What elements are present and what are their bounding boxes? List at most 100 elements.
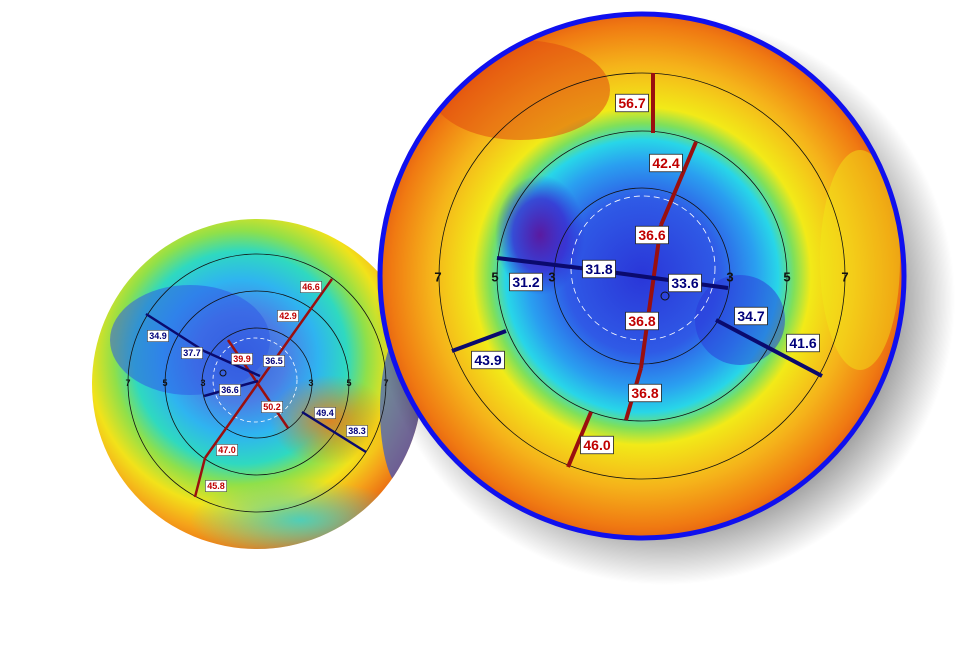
- ring-scale-label: 5: [346, 378, 351, 388]
- reading-box: [261, 401, 283, 413]
- small-meridian-line: [145, 312, 205, 353]
- thickness-reading: 36.6: [219, 384, 241, 396]
- large-map-ring-labels: 7 5 3 3 5 7: [434, 270, 848, 285]
- small-meridian-line: [193, 457, 207, 498]
- reading-value: 38.3: [348, 426, 366, 436]
- reading-value: 47.0: [218, 445, 236, 455]
- large-meridian-line: [639, 224, 663, 369]
- reading-value: 49.4: [316, 408, 334, 418]
- thickness-reading: 47.0: [216, 444, 238, 456]
- thickness-reading: 46.0: [580, 435, 614, 455]
- reading-value: 46.0: [583, 437, 610, 453]
- large-meridian-line: [496, 256, 581, 270]
- reading-value: 46.6: [302, 282, 320, 292]
- reading-box: [205, 480, 227, 492]
- reading-value: 36.8: [631, 385, 658, 401]
- ring-scale-label: 3: [548, 270, 555, 285]
- thickness-reading: 38.3: [346, 425, 368, 437]
- reading-value: 36.6: [221, 385, 239, 395]
- thickness-reading: 34.9: [147, 330, 169, 342]
- reading-value: 36.6: [638, 227, 665, 243]
- large-meridian-line: [715, 318, 823, 378]
- reading-box: [580, 435, 614, 455]
- reading-box: [216, 444, 238, 456]
- reading-box: [346, 425, 368, 437]
- reading-box: [263, 355, 285, 367]
- thickness-reading: 46.6: [300, 281, 322, 293]
- reading-box: [314, 407, 336, 419]
- large-map-center-marker: [660, 291, 670, 301]
- reading-box: [734, 306, 768, 326]
- reading-box: [628, 383, 662, 403]
- thickness-reading: 43.9: [471, 350, 505, 370]
- large-map-blobs: [430, 40, 900, 370]
- reading-box: [649, 153, 683, 173]
- ring-scale-label: 3: [200, 378, 205, 388]
- reading-box: [300, 281, 322, 293]
- reading-box: [635, 225, 669, 245]
- thickness-reading: 45.8: [205, 480, 227, 492]
- ring-scale-label: 7: [125, 378, 130, 388]
- small-meridian-line: [301, 410, 367, 454]
- ring-scale-label: 7: [841, 270, 848, 285]
- thickness-reading: 36.6: [635, 225, 669, 245]
- thickness-reading: 42.9: [277, 310, 299, 322]
- reading-value: 36.8: [628, 313, 655, 329]
- reading-value: 37.7: [183, 348, 201, 358]
- thickness-reading: 37.7: [181, 347, 203, 359]
- small-map-rings: [127, 253, 387, 513]
- thickness-reading: 50.2: [261, 401, 283, 413]
- large-map-readings: 56.7 42.4 36.6 36.8 36.8 46.0 31.2 31.8 33.6 34.7…: [471, 93, 820, 455]
- small-meridian-line: [203, 278, 334, 459]
- reading-value: 34.7: [737, 308, 764, 324]
- thickness-reading: 31.8: [582, 259, 616, 279]
- ring-scale-label: 3: [726, 270, 733, 285]
- reading-box: [509, 272, 543, 292]
- reading-value: 33.6: [671, 275, 698, 291]
- reading-box: [625, 311, 659, 331]
- ring-scale-label: 7: [434, 270, 441, 285]
- small-map-readings: 46.6 42.9 39.9 50.2 47.0 45.8 34.9 37.7 36.5 36.6…: [147, 281, 368, 492]
- reading-box: [181, 347, 203, 359]
- reading-value: 36.5: [265, 356, 283, 366]
- thickness-reading: 41.6: [786, 333, 820, 353]
- reading-value: 50.2: [263, 402, 281, 412]
- reading-value: 34.9: [149, 331, 167, 341]
- reading-value: 56.7: [618, 95, 645, 111]
- thickness-reading: 31.2: [509, 272, 543, 292]
- reading-value: 31.8: [585, 261, 612, 277]
- large-meridian-line: [451, 329, 507, 353]
- reading-value: 31.2: [512, 274, 539, 290]
- thickness-reading: 36.8: [625, 311, 659, 331]
- reading-box: [668, 273, 702, 293]
- reading-box: [615, 93, 649, 113]
- reading-box: [471, 350, 505, 370]
- large-meridian-line: [566, 411, 593, 468]
- thickness-reading: 34.7: [734, 306, 768, 326]
- reading-box: [786, 333, 820, 353]
- reading-box: [147, 330, 169, 342]
- reading-value: 41.6: [789, 335, 816, 351]
- ring-scale-label: 5: [491, 270, 498, 285]
- small-map-center-marker: [219, 369, 227, 377]
- small-map-ring-labels: 7 5 3 3 5 7: [125, 378, 388, 388]
- ring-scale-label: 3: [308, 378, 313, 388]
- reading-value: 43.9: [474, 352, 501, 368]
- ring-scale-label: 5: [162, 378, 167, 388]
- reading-box: [219, 384, 241, 396]
- reading-box: [231, 353, 253, 365]
- reading-box: [277, 310, 299, 322]
- reading-box: [582, 259, 616, 279]
- thickness-reading: 56.7: [615, 93, 649, 113]
- reading-value: 42.4: [652, 155, 679, 171]
- thickness-reading: 49.4: [314, 407, 336, 419]
- thickness-reading: 36.5: [263, 355, 285, 367]
- reading-value: 39.9: [233, 354, 251, 364]
- ring-scale-label: 7: [383, 378, 388, 388]
- thickness-reading: 33.6: [668, 273, 702, 293]
- thickness-reading: 36.8: [628, 383, 662, 403]
- reading-value: 42.9: [279, 311, 297, 321]
- thickness-reading: 39.9: [231, 353, 253, 365]
- reading-value: 45.8: [207, 481, 225, 491]
